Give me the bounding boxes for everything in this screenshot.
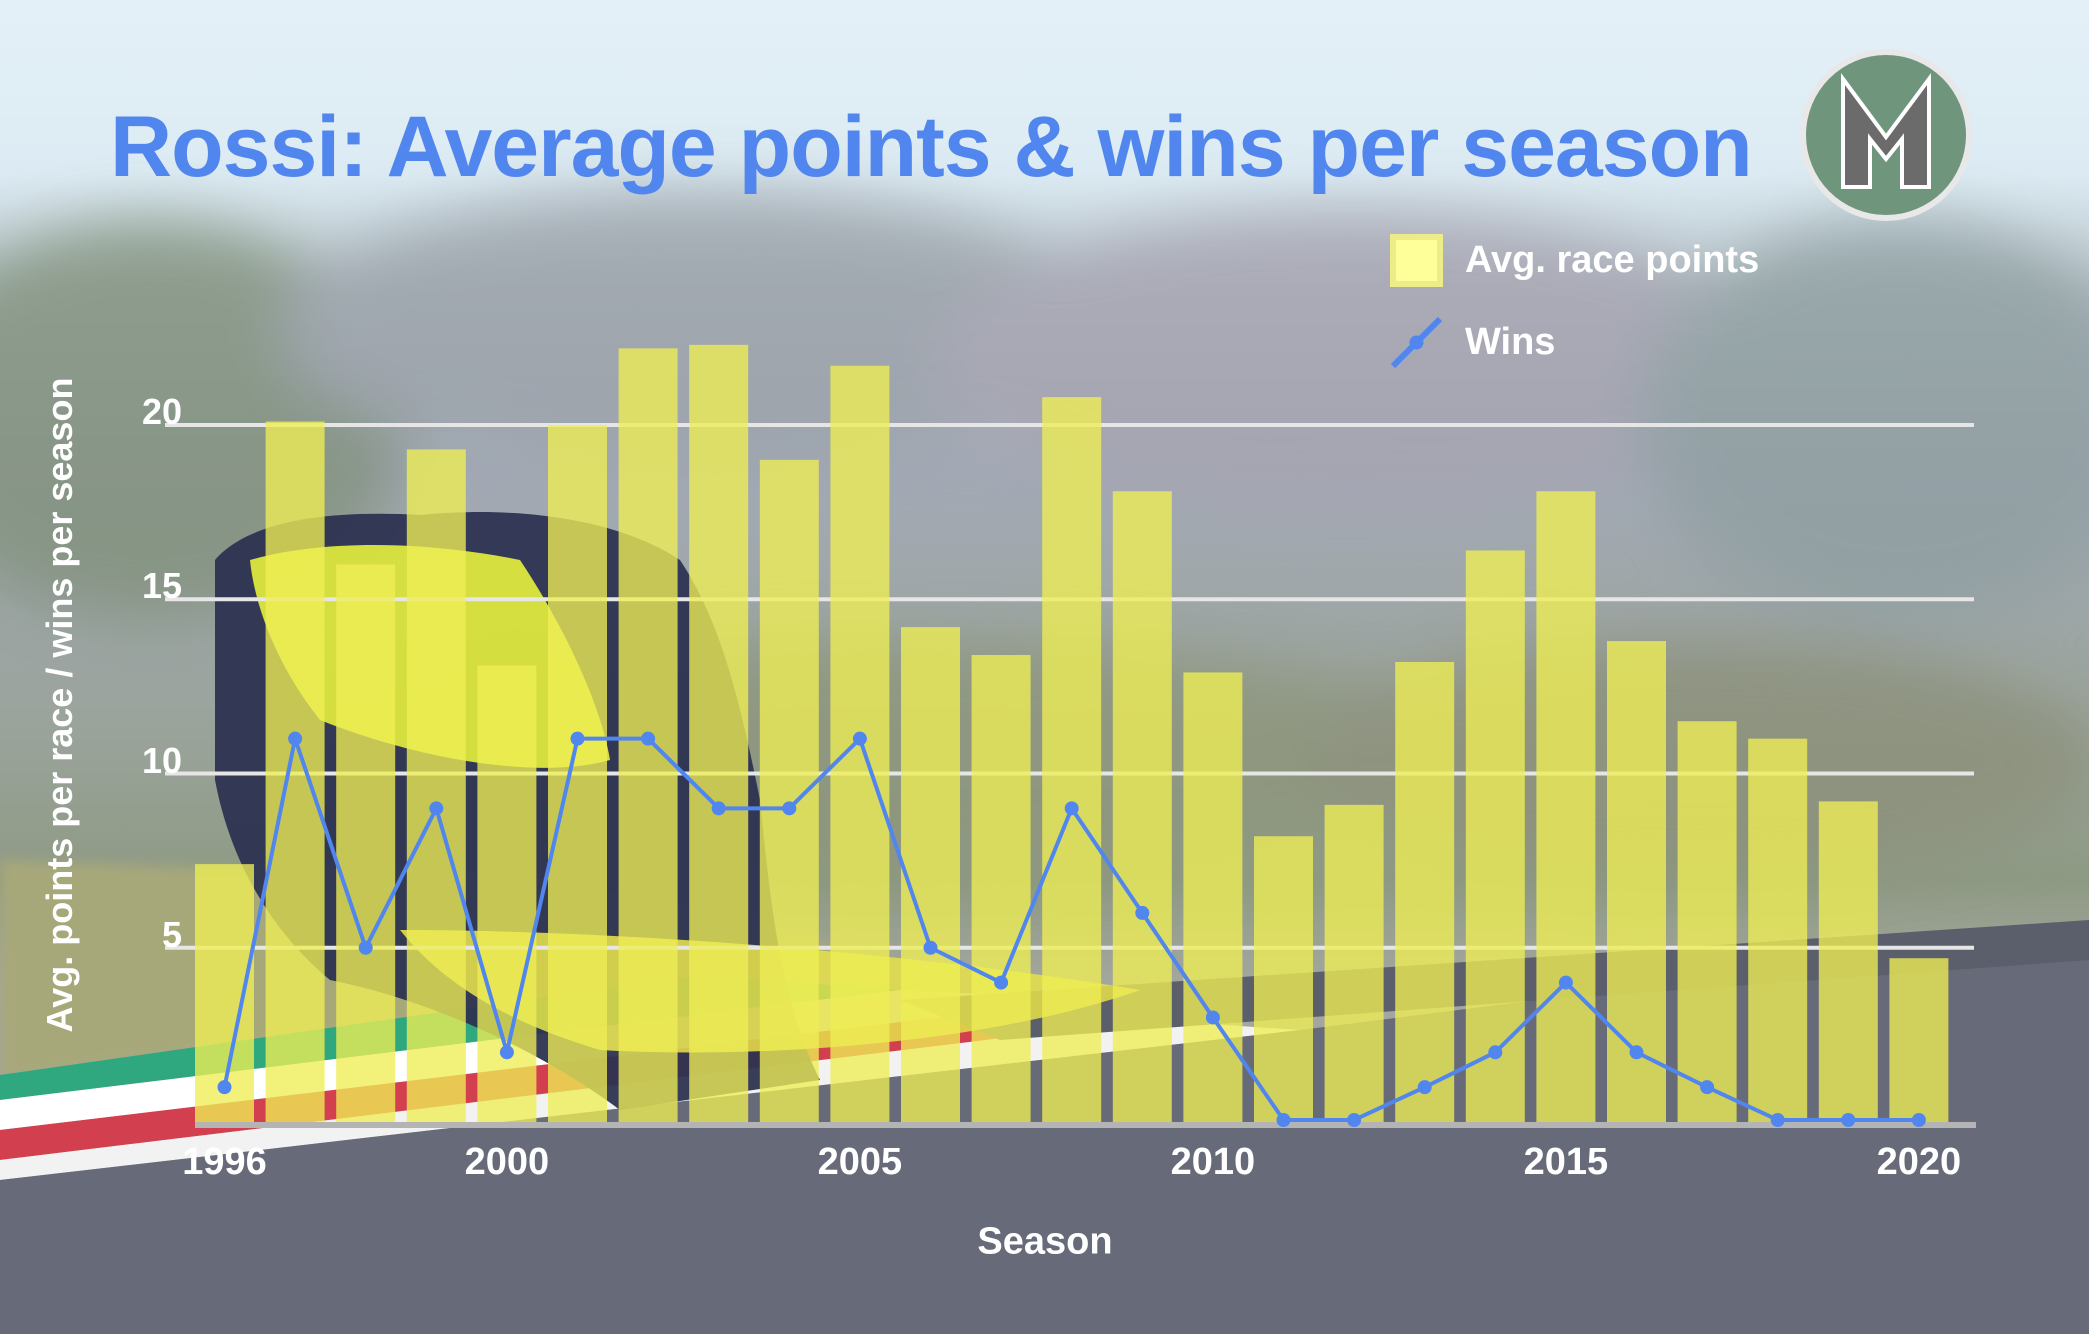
bar-avg-points-2001	[548, 425, 607, 1122]
wins-marker-2018	[1770, 1113, 1785, 1127]
wins-marker-2015	[1558, 975, 1573, 990]
wins-marker-2019	[1841, 1113, 1856, 1127]
wins-marker-2006	[923, 940, 938, 955]
wins-marker-2007	[994, 975, 1009, 990]
bar-avg-points-2018	[1748, 738, 1808, 1122]
x-tick-label: 2000	[464, 1141, 550, 1183]
x-tick-label: 1996	[182, 1141, 267, 1183]
line-marker-swatch-icon	[1390, 316, 1443, 369]
wins-marker-2017	[1700, 1080, 1715, 1095]
wins-marker-2010	[1205, 1010, 1220, 1025]
x-tick-label: 2015	[1523, 1141, 1609, 1183]
bar-avg-points-2009	[1112, 491, 1172, 1123]
bar-avg-points-2012	[1324, 804, 1384, 1122]
wins-marker-2009	[1135, 905, 1150, 920]
y-tick-label: 5	[161, 913, 182, 955]
legend-item-wins: Wins	[1390, 316, 1555, 369]
legend-label: Wins	[1465, 321, 1556, 363]
wins-marker-2003	[711, 801, 726, 816]
bar-avg-points-2007	[971, 655, 1031, 1122]
y-tick-label: 10	[141, 739, 182, 781]
bar-avg-points-2017	[1677, 721, 1737, 1122]
bar-avg-points-2020	[1889, 958, 1949, 1122]
bar-avg-points-2004	[759, 459, 819, 1123]
wins-marker-2016	[1629, 1045, 1644, 1060]
wins-marker-1996	[217, 1080, 232, 1095]
wins-marker-1999	[429, 801, 444, 816]
y-axis-label: Avg. points per race / wins per season	[39, 377, 80, 1033]
bar-avg-points-2019	[1818, 801, 1878, 1122]
bar-avg-points-1997	[265, 421, 325, 1122]
wins-marker-2011	[1276, 1113, 1291, 1127]
bar-avg-points-2010	[1183, 672, 1243, 1122]
chart-title: Rossi: Average points & wins per season	[110, 99, 1753, 195]
m-letter-icon	[1841, 72, 1931, 189]
wins-marker-1997	[288, 731, 303, 746]
wins-marker-2008	[1064, 801, 1079, 816]
wins-marker-2013	[1417, 1080, 1432, 1095]
wins-marker-2001	[570, 731, 585, 746]
wins-marker-2004	[782, 801, 797, 816]
bar-avg-points-2016	[1607, 641, 1666, 1122]
wins-marker-1998	[358, 940, 373, 955]
bar-avg-points-2015	[1536, 491, 1596, 1123]
bar-swatch-icon	[1390, 234, 1443, 287]
brand-logo	[1800, 49, 1972, 221]
bar-avg-points-2014	[1465, 550, 1525, 1122]
y-tick-label: 15	[141, 565, 182, 607]
bar-avg-points-2013	[1395, 661, 1455, 1122]
bar-avg-points-2008	[1042, 397, 1102, 1122]
y-tick-label: 20	[141, 391, 182, 432]
wins-marker-2012	[1347, 1113, 1362, 1127]
bar-avg-points-1999	[406, 449, 466, 1122]
bar-avg-points-1998	[336, 564, 396, 1122]
wins-marker-2005	[852, 731, 867, 746]
bar-avg-points-2011	[1254, 836, 1313, 1122]
x-axis-label: Season	[977, 1220, 1113, 1263]
legend-item-avg-race-points: Avg. race points	[1390, 234, 1759, 287]
x-tick-label: 2005	[817, 1141, 903, 1183]
bar-avg-points-2003	[689, 344, 749, 1123]
wins-marker-2020	[1911, 1113, 1926, 1127]
wins-marker-2002	[641, 731, 656, 746]
legend-label: Avg. race points	[1465, 239, 1760, 281]
wins-marker-2014	[1488, 1045, 1503, 1060]
x-tick-label: 2020	[1876, 1141, 1962, 1183]
wins-marker-2000	[499, 1045, 514, 1060]
x-tick-label: 2010	[1170, 1141, 1256, 1183]
bar-avg-points-2006	[901, 627, 960, 1122]
